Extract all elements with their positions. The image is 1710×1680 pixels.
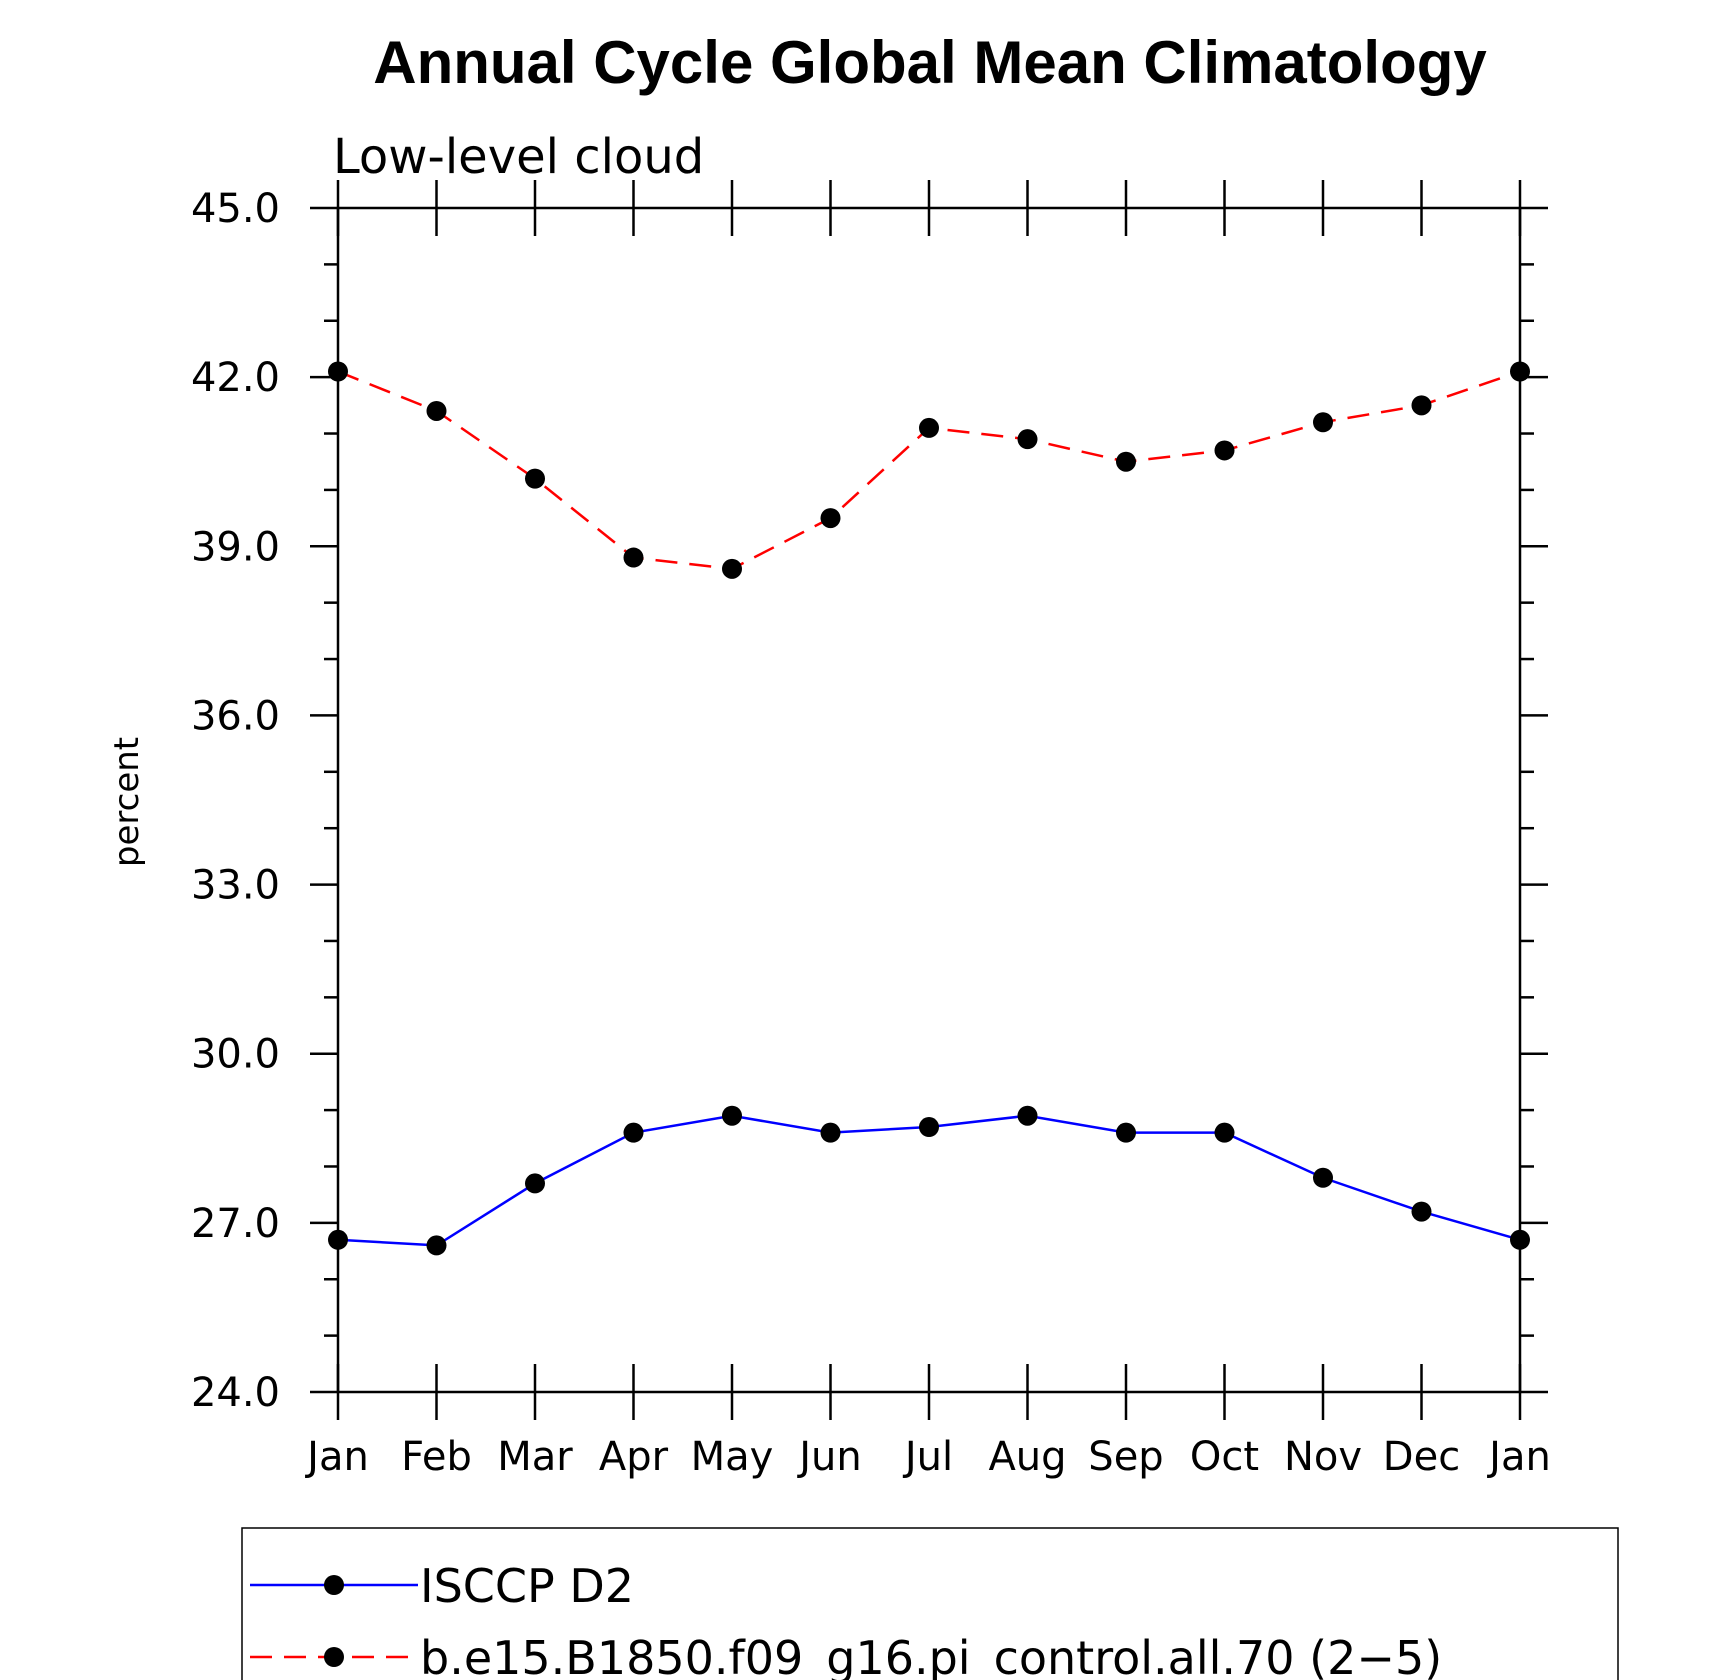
y-tick-label: 33.0 <box>191 863 280 909</box>
data-point <box>1313 1167 1333 1188</box>
y-tick-label: 45.0 <box>191 186 280 232</box>
legend-marker-1 <box>324 1575 344 1595</box>
data-point <box>426 1235 447 1256</box>
data-point <box>1510 1229 1530 1250</box>
data-point <box>1214 1122 1235 1143</box>
x-tick-label: Aug <box>988 1434 1066 1480</box>
legend-label-2: b.e15.B1850.f09_g16.pi_control.all.70 (2… <box>420 1631 1442 1680</box>
y-tick-label: 36.0 <box>191 693 280 739</box>
x-tick-label: Apr <box>599 1434 669 1480</box>
data-point <box>1411 1201 1432 1222</box>
x-tick-label: Jun <box>796 1434 862 1480</box>
legend: ISCCP D2 b.e15.B1850.f09_g16.pi_control.a… <box>250 1559 1442 1680</box>
data-point <box>1116 451 1136 472</box>
x-tick-label: Nov <box>1284 1434 1362 1480</box>
x-tick-label: Jan <box>304 1434 369 1480</box>
plot-frame <box>336 206 1522 1394</box>
data-point <box>1510 361 1530 382</box>
legend-label-1: ISCCP D2 <box>420 1559 634 1613</box>
data-point <box>426 400 447 421</box>
data-point <box>1313 412 1333 433</box>
data-point <box>623 1122 644 1143</box>
y-tick-label: 39.0 <box>191 524 280 570</box>
data-point <box>623 547 644 568</box>
data-point <box>919 1117 939 1138</box>
series-line-2 <box>337 370 1521 571</box>
y-tick-label: 24.0 <box>191 1370 280 1416</box>
data-point <box>525 468 545 489</box>
x-tick-labels: Jan Feb Mar Apr May Jun Jul Aug Sep Oct Nov Dec Jan <box>304 1434 1551 1480</box>
x-tick-label: Mar <box>497 1434 573 1480</box>
data-point <box>1411 395 1432 416</box>
data-point <box>820 1122 841 1143</box>
x-tick-label: May <box>691 1434 774 1480</box>
x-tick-label: Feb <box>401 1434 472 1480</box>
x-tick-label: Dec <box>1383 1434 1460 1480</box>
x-tick-label: Sep <box>1088 1434 1163 1480</box>
x-tick-label: Jan <box>1486 1434 1551 1480</box>
y-axis-label: percent <box>107 737 147 867</box>
y-tick-labels: 24.0 27.0 30.0 33.0 36.0 39.0 42.0 45.0 <box>191 186 280 1416</box>
data-point <box>1017 1105 1038 1126</box>
data-point <box>722 558 742 579</box>
series-group <box>328 361 1530 1256</box>
x-tick-label: Oct <box>1190 1434 1259 1480</box>
data-point <box>1214 440 1235 461</box>
chart-subtitle: Low-level cloud <box>333 129 704 185</box>
data-point <box>820 508 841 529</box>
data-point <box>328 1229 348 1250</box>
data-point <box>722 1105 742 1126</box>
data-point <box>919 417 939 438</box>
y-tick-label: 27.0 <box>191 1201 280 1247</box>
legend-box <box>241 1527 1619 1680</box>
data-point <box>328 361 348 382</box>
data-point <box>1116 1122 1136 1143</box>
chart-title: Annual Cycle Global Mean Climatology <box>373 29 1487 96</box>
legend-marker-2 <box>324 1647 344 1667</box>
data-point <box>1017 429 1038 450</box>
y-tick-label: 42.0 <box>191 355 280 401</box>
y-tick-label: 30.0 <box>191 1032 280 1078</box>
x-tick-label: Jul <box>902 1434 953 1480</box>
data-point <box>525 1173 545 1194</box>
axis-ticks <box>310 180 1548 1420</box>
